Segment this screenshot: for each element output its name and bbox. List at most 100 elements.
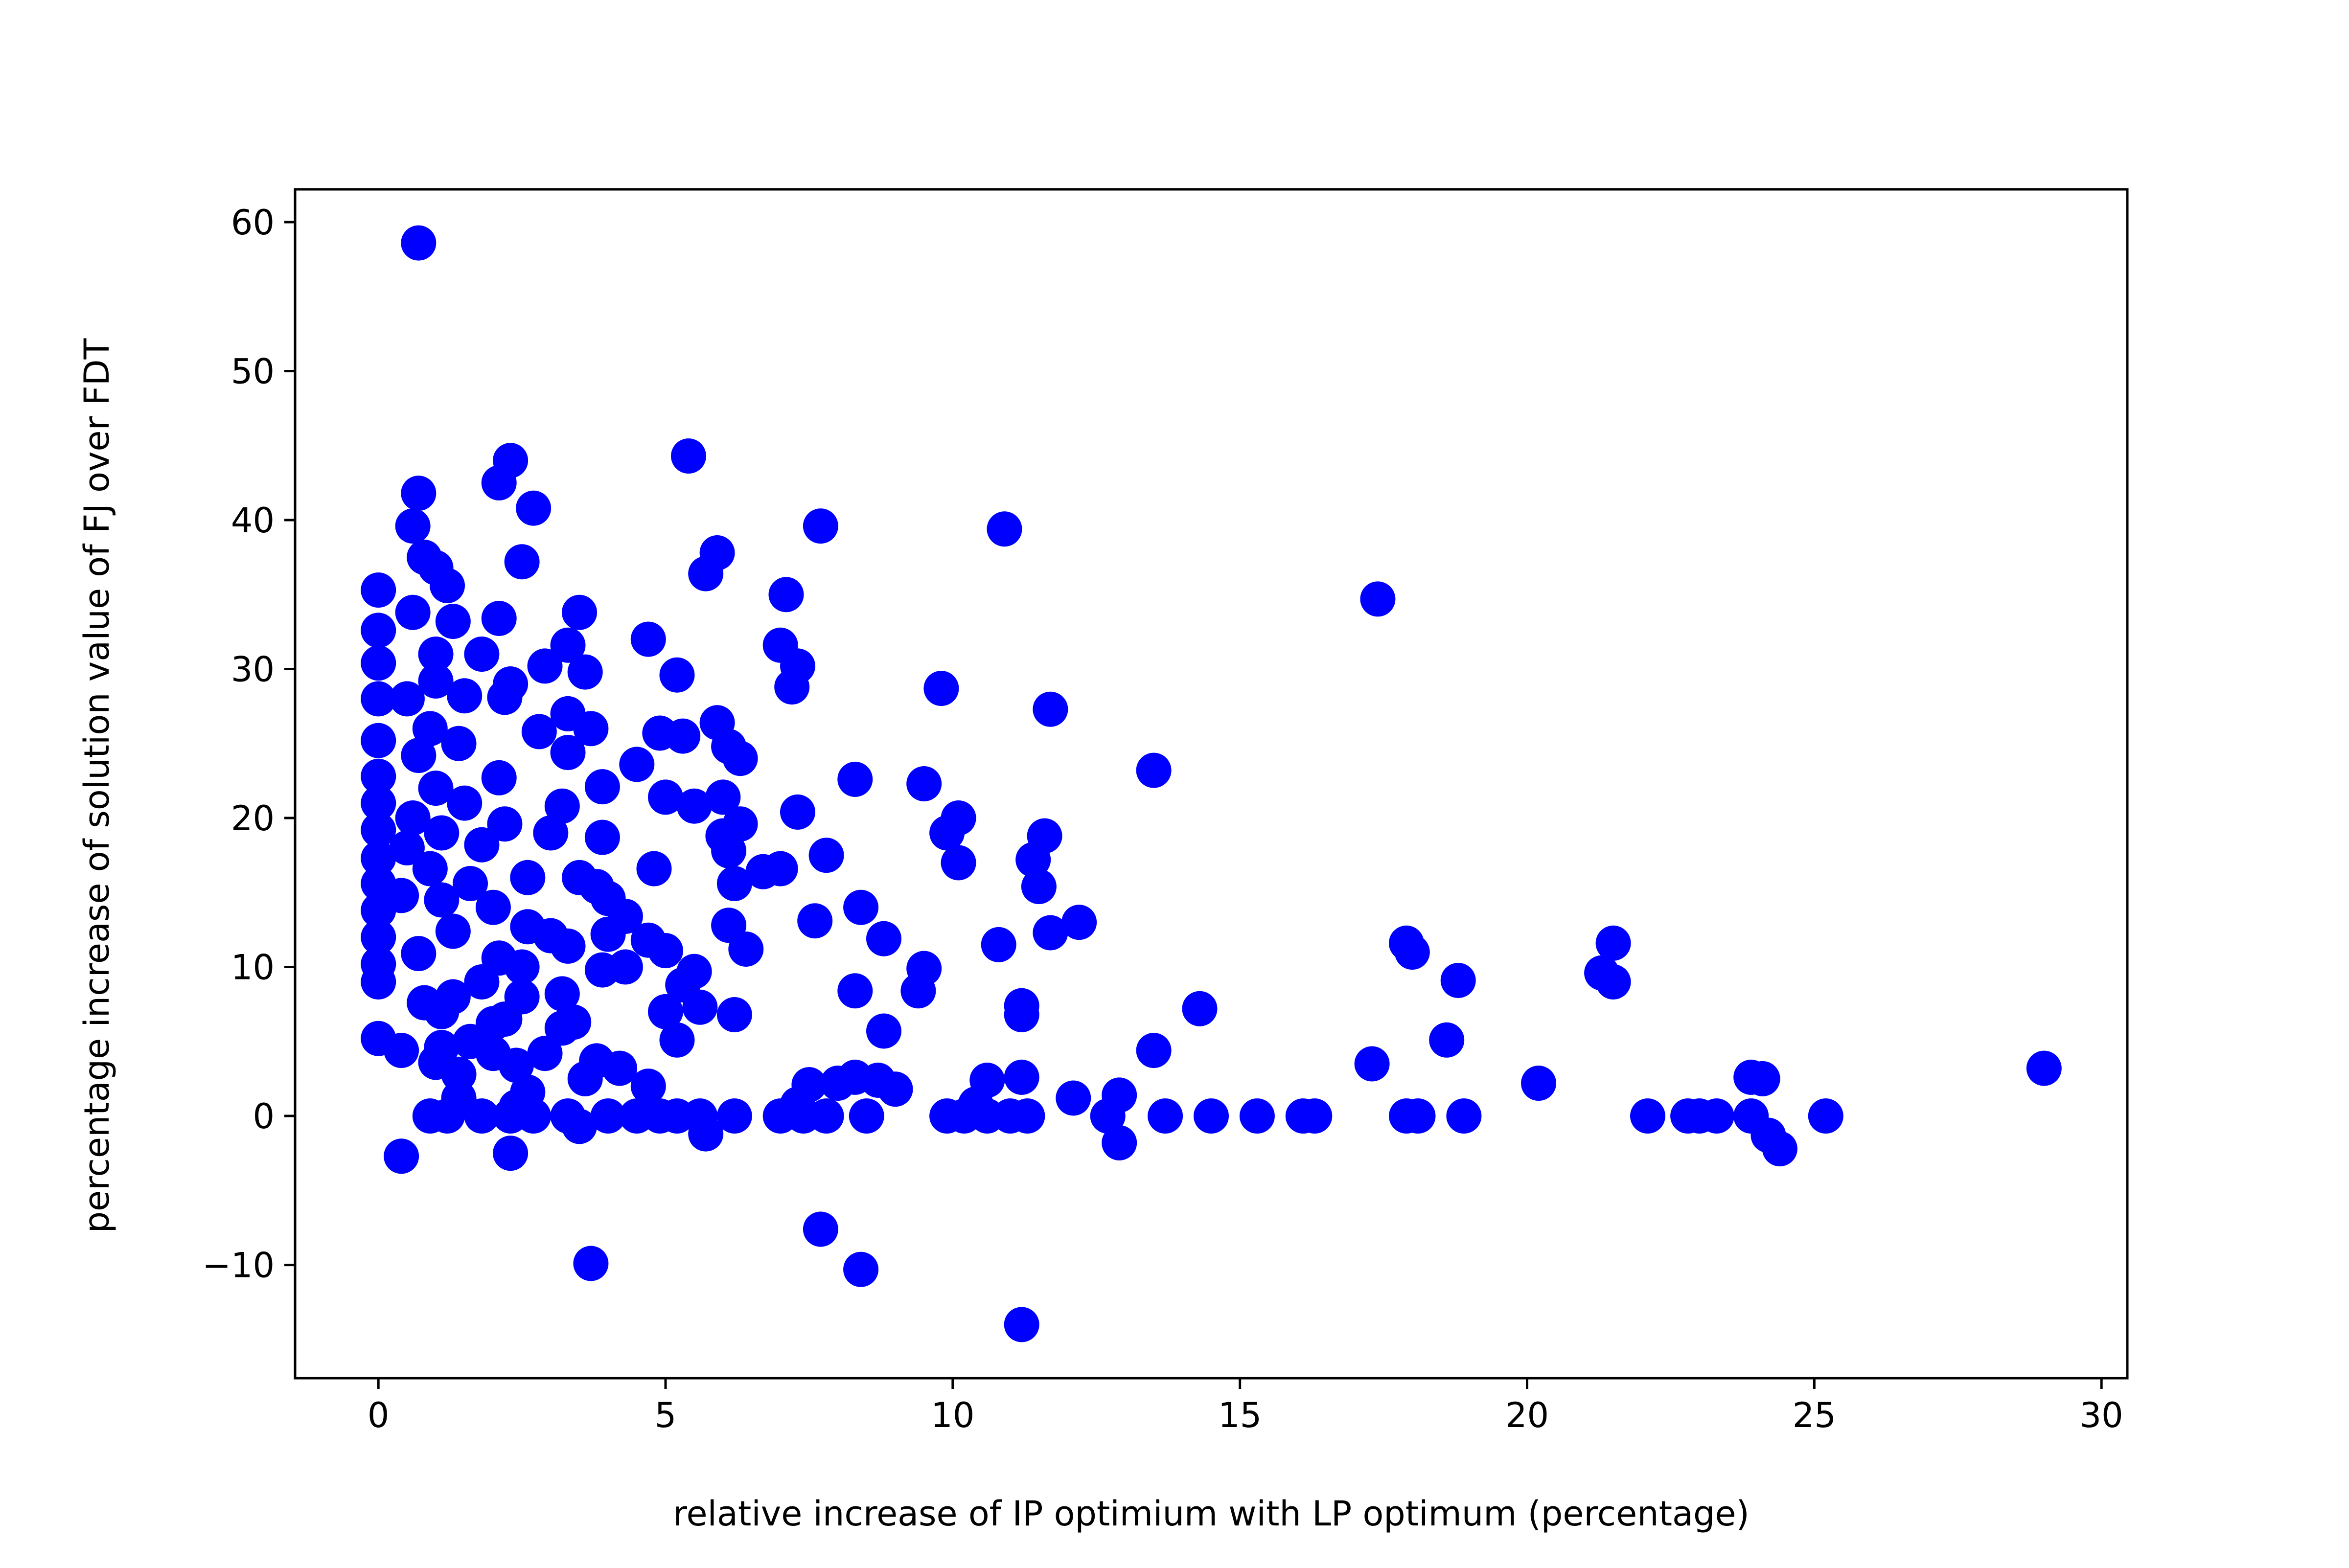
data-point-237	[1004, 1307, 1039, 1342]
plot-frame	[294, 188, 2129, 1380]
data-point-33	[418, 663, 454, 699]
x-axis-label: relative increase of IP optimium with LP…	[673, 1494, 1750, 1534]
x-tick-label-5: 25	[1793, 1395, 1836, 1435]
data-point-67	[544, 788, 580, 824]
data-point-136	[1440, 963, 1476, 998]
data-point-169	[2026, 1050, 2062, 1086]
data-point-192	[430, 1098, 465, 1134]
data-point-39	[447, 678, 483, 714]
data-point-158	[659, 1022, 695, 1058]
data-point-133	[361, 964, 396, 1000]
data-point-87	[941, 845, 976, 881]
data-point-60	[906, 766, 942, 801]
data-point-4	[401, 476, 437, 511]
y-tick-label-7: 60	[231, 203, 275, 243]
y-tick-label-3: 20	[231, 798, 275, 839]
data-points	[361, 225, 2062, 1342]
data-point-155	[866, 1013, 901, 1049]
data-point-160	[384, 1033, 419, 1068]
data-point-16	[768, 577, 804, 613]
data-point-102	[475, 889, 511, 925]
data-point-41	[1033, 691, 1068, 727]
x-tick-label-1: 5	[655, 1395, 677, 1435]
data-point-88	[412, 851, 448, 886]
data-point-124	[401, 936, 437, 972]
data-point-49	[361, 723, 396, 758]
data-point-129	[607, 949, 643, 985]
data-point-18	[395, 594, 431, 630]
data-point-62	[584, 769, 620, 805]
data-point-14	[504, 544, 540, 580]
y-tick-label-4: 30	[231, 650, 275, 690]
data-point-230	[1102, 1125, 1137, 1160]
data-point-0	[401, 225, 437, 261]
data-point-122	[648, 933, 683, 969]
data-point-75	[424, 815, 460, 851]
data-point-36	[923, 671, 959, 706]
data-point-205	[808, 1098, 844, 1134]
data-point-147	[648, 994, 683, 1029]
data-point-110	[435, 913, 471, 949]
data-point-182	[630, 1068, 666, 1104]
data-point-71	[395, 800, 431, 836]
data-point-23	[630, 621, 666, 657]
data-point-83	[711, 833, 747, 868]
data-point-170	[602, 1050, 638, 1086]
data-point-6	[395, 508, 431, 544]
data-point-63	[648, 779, 683, 815]
y-tick-label-6: 50	[231, 352, 275, 392]
data-point-58	[481, 760, 517, 795]
data-point-19	[562, 594, 597, 630]
data-point-21	[481, 601, 517, 636]
data-point-74	[361, 812, 396, 848]
data-point-69	[780, 794, 815, 830]
data-point-167	[498, 1047, 534, 1083]
y-tick-label-5: 40	[231, 500, 275, 541]
data-point-148	[424, 994, 460, 1029]
data-point-232	[384, 1138, 419, 1174]
data-point-26	[418, 636, 454, 672]
data-point-24	[550, 627, 586, 663]
data-point-48	[665, 718, 701, 754]
data-point-112	[361, 919, 396, 955]
data-point-72	[487, 806, 523, 842]
data-point-65	[361, 785, 396, 821]
data-point-53	[722, 741, 758, 776]
data-point-29	[527, 648, 563, 684]
data-point-15	[361, 572, 396, 608]
data-point-107	[1061, 905, 1097, 940]
data-point-61	[418, 771, 454, 806]
data-point-138	[837, 973, 873, 1009]
data-point-127	[504, 949, 540, 985]
data-point-38	[389, 681, 425, 717]
data-point-114	[590, 916, 626, 952]
data-point-97	[1021, 869, 1057, 905]
y-axis-ticks: −10 0 10 20 30 40 50 60	[202, 203, 295, 1286]
data-point-116	[1033, 915, 1068, 951]
data-point-215	[1239, 1098, 1275, 1134]
y-tick-label-0: −10	[202, 1246, 275, 1286]
data-point-228	[688, 1116, 724, 1152]
data-point-234	[803, 1211, 838, 1247]
data-point-59	[837, 761, 873, 797]
data-point-123	[1394, 934, 1430, 970]
data-point-176	[1004, 1059, 1039, 1095]
data-point-3	[481, 465, 517, 500]
data-point-64	[705, 779, 741, 815]
data-point-212	[1090, 1098, 1126, 1134]
data-point-183	[877, 1071, 913, 1107]
data-point-206	[849, 1098, 884, 1134]
data-point-197	[590, 1098, 626, 1134]
data-point-113	[866, 921, 901, 956]
data-point-46	[573, 711, 609, 747]
data-point-50	[441, 726, 477, 761]
data-point-235	[573, 1246, 609, 1281]
data-point-211	[1010, 1098, 1045, 1134]
data-point-17	[1360, 581, 1396, 617]
data-point-96	[716, 866, 752, 901]
data-point-227	[562, 1109, 597, 1144]
data-point-80	[584, 819, 620, 855]
data-point-181	[820, 1066, 856, 1101]
